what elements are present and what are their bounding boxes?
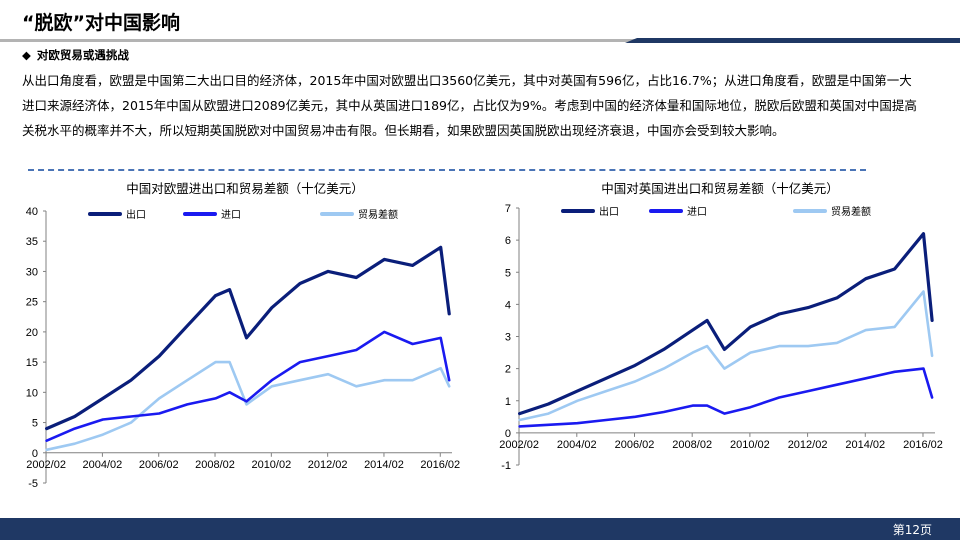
eu-y-tick-label: 5 xyxy=(32,418,38,430)
footer-bar: 第12页 xyxy=(0,518,960,540)
eu-x-tick-label: 2012/02 xyxy=(308,459,348,471)
uk-y-tick-label: 7 xyxy=(505,203,511,215)
uk-y-tick-label: 0 xyxy=(505,428,511,440)
eu-y-tick-label: 15 xyxy=(26,357,38,369)
chart-title-eu: 中国对欧盟进出口和贸易差额（十亿美元） xyxy=(126,181,364,196)
dashed-divider xyxy=(28,169,866,171)
uk-legend-label-1: 进口 xyxy=(687,206,707,218)
eu-x-tick-label: 2010/02 xyxy=(251,459,291,471)
subheading-text: 对欧贸易或遇挑战 xyxy=(36,48,129,62)
title-underline xyxy=(0,38,960,43)
eu-y-tick-label: 0 xyxy=(32,448,38,460)
body-paragraph: 从出口角度看，欧盟是中国第二大出口目的经济体，2015年中国对欧盟出口3560亿… xyxy=(22,73,917,138)
uk-y-tick-label: -1 xyxy=(501,460,511,472)
eu-y-tick-label: 40 xyxy=(26,206,38,218)
uk-series-line-1 xyxy=(518,367,934,428)
diamond-bullet-icon: ◆ xyxy=(22,48,31,62)
uk-y-tick-label: 1 xyxy=(505,396,511,408)
eu-legend-label-2: 贸易差额 xyxy=(358,208,398,221)
page-title: “脱欧”对中国影响 xyxy=(22,12,180,34)
uk-series-line-2 xyxy=(518,290,934,422)
uk-x-tick-label: 2008/02 xyxy=(672,439,712,451)
eu-x-tick-label: 2006/02 xyxy=(139,459,179,471)
uk-x-tick-label: 2012/02 xyxy=(788,439,828,451)
eu-x-tick-label: 2014/02 xyxy=(364,459,404,471)
eu-y-tick-label: 10 xyxy=(26,387,38,399)
uk-y-tick-label: 6 xyxy=(505,235,511,247)
uk-y-tick-label: 3 xyxy=(505,332,511,344)
uk-x-tick-label: 2002/02 xyxy=(499,439,539,451)
eu-x-tick-label: 2002/02 xyxy=(26,459,66,471)
eu-x-tick-label: 2008/02 xyxy=(195,459,235,471)
uk-x-tick-label: 2004/02 xyxy=(557,439,597,451)
section-subheading: ◆ 对欧贸易或遇挑战 xyxy=(22,47,129,63)
eu-x-tick-label: 2016/02 xyxy=(420,459,460,471)
uk-x-tick-label: 2006/02 xyxy=(615,439,655,451)
uk-series-line-0 xyxy=(517,232,934,416)
uk-x-tick-label: 2016/02 xyxy=(903,439,943,451)
uk-legend-label-2: 贸易差额 xyxy=(831,205,871,218)
eu-legend-label-1: 进口 xyxy=(221,209,241,221)
eu-y-tick-label: -5 xyxy=(28,478,38,490)
eu-y-tick-label: 25 xyxy=(26,297,38,309)
eu-y-tick-label: 35 xyxy=(26,236,38,248)
uk-legend-label-0: 出口 xyxy=(599,205,619,218)
eu-x-tick-label: 2004/02 xyxy=(83,459,123,471)
uk-y-tick-label: 5 xyxy=(505,267,511,279)
chart-title-uk: 中国对英国进出口和贸易差额（十亿美元） xyxy=(601,181,839,196)
uk-y-tick-label: 4 xyxy=(505,299,511,311)
eu-y-tick-label: 30 xyxy=(26,266,38,278)
eu-series-line-2 xyxy=(45,360,451,452)
eu-series-line-0 xyxy=(44,245,451,431)
eu-y-tick-label: 20 xyxy=(26,327,38,339)
uk-y-tick-label: 2 xyxy=(505,364,511,376)
eu-series-line-1 xyxy=(45,330,451,443)
eu-legend-label-0: 出口 xyxy=(126,208,146,221)
uk-x-tick-label: 2010/02 xyxy=(730,439,770,451)
uk-x-tick-label: 2014/02 xyxy=(845,439,885,451)
page-number: 第12页 xyxy=(892,523,932,537)
